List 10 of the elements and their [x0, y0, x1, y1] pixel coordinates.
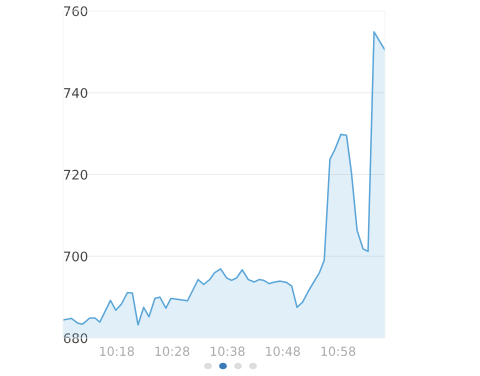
y-tick-label: 760 — [64, 6, 88, 16]
x-tick-label: 10:58 — [321, 346, 356, 356]
y-tick-label: 680 — [64, 333, 88, 344]
y-tick-label: 740 — [64, 88, 88, 98]
y-tick-label: 720 — [64, 170, 88, 180]
x-tick-label: 10:28 — [155, 346, 190, 356]
x-tick-label: 10:18 — [100, 346, 134, 356]
y-tick-label: 700 — [64, 251, 88, 262]
x-tick-label: 10:48 — [266, 346, 300, 356]
x-tick-label: 10:38 — [210, 346, 245, 356]
